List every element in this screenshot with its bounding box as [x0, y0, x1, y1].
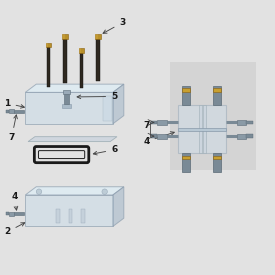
FancyBboxPatch shape — [199, 105, 202, 153]
FancyBboxPatch shape — [6, 110, 9, 113]
Text: 5: 5 — [77, 92, 117, 101]
FancyBboxPatch shape — [237, 120, 246, 125]
FancyBboxPatch shape — [213, 89, 221, 92]
Text: 3: 3 — [103, 18, 126, 33]
FancyBboxPatch shape — [213, 153, 221, 172]
FancyBboxPatch shape — [6, 212, 9, 216]
FancyBboxPatch shape — [14, 213, 24, 215]
FancyBboxPatch shape — [178, 128, 226, 131]
FancyBboxPatch shape — [246, 134, 252, 138]
FancyBboxPatch shape — [96, 39, 100, 81]
FancyBboxPatch shape — [170, 62, 256, 170]
FancyBboxPatch shape — [56, 210, 60, 223]
FancyBboxPatch shape — [79, 48, 84, 53]
FancyBboxPatch shape — [46, 43, 51, 47]
FancyBboxPatch shape — [68, 210, 72, 223]
FancyBboxPatch shape — [62, 34, 68, 39]
FancyBboxPatch shape — [64, 94, 69, 104]
FancyBboxPatch shape — [157, 120, 167, 125]
FancyBboxPatch shape — [95, 34, 98, 39]
Polygon shape — [28, 137, 117, 142]
FancyBboxPatch shape — [151, 134, 157, 138]
FancyBboxPatch shape — [182, 86, 190, 105]
Text: 4: 4 — [143, 132, 174, 146]
Polygon shape — [25, 187, 124, 195]
Text: 6: 6 — [93, 145, 117, 155]
FancyBboxPatch shape — [79, 48, 81, 53]
Text: 7: 7 — [144, 121, 150, 130]
FancyBboxPatch shape — [103, 97, 111, 121]
FancyBboxPatch shape — [63, 39, 67, 83]
FancyBboxPatch shape — [203, 105, 206, 153]
FancyBboxPatch shape — [157, 134, 167, 139]
FancyBboxPatch shape — [237, 134, 246, 139]
Text: 1: 1 — [4, 99, 24, 108]
FancyBboxPatch shape — [213, 86, 221, 105]
FancyBboxPatch shape — [182, 153, 190, 172]
FancyBboxPatch shape — [178, 105, 226, 153]
FancyBboxPatch shape — [47, 47, 50, 87]
Polygon shape — [25, 84, 124, 92]
Polygon shape — [113, 187, 124, 226]
Text: 4: 4 — [11, 192, 18, 210]
FancyBboxPatch shape — [63, 90, 70, 94]
FancyBboxPatch shape — [182, 89, 190, 92]
FancyBboxPatch shape — [62, 104, 72, 108]
FancyBboxPatch shape — [25, 92, 113, 124]
FancyBboxPatch shape — [151, 120, 157, 124]
FancyBboxPatch shape — [95, 34, 101, 39]
Polygon shape — [113, 84, 124, 124]
FancyBboxPatch shape — [246, 120, 252, 124]
FancyBboxPatch shape — [9, 212, 14, 216]
FancyBboxPatch shape — [182, 156, 190, 159]
FancyBboxPatch shape — [25, 195, 113, 226]
FancyBboxPatch shape — [81, 210, 85, 223]
FancyBboxPatch shape — [14, 110, 24, 112]
FancyBboxPatch shape — [213, 156, 221, 159]
FancyBboxPatch shape — [80, 53, 83, 88]
Circle shape — [102, 189, 108, 194]
FancyBboxPatch shape — [9, 109, 14, 113]
FancyBboxPatch shape — [62, 34, 65, 39]
Text: 2: 2 — [4, 223, 25, 236]
Text: 7: 7 — [9, 115, 17, 142]
Circle shape — [36, 189, 42, 194]
FancyBboxPatch shape — [46, 43, 48, 47]
